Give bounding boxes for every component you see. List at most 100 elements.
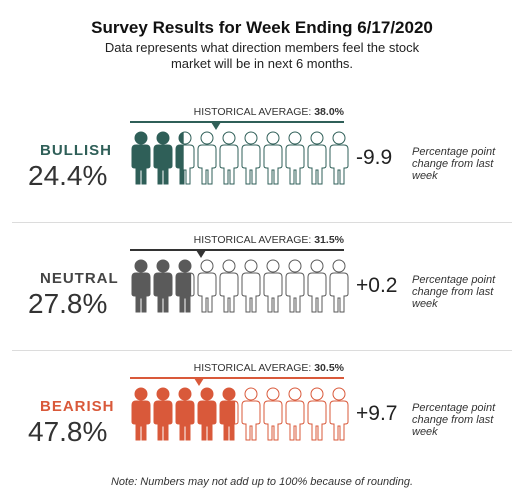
neutral-figure-head [310, 259, 324, 273]
neutral-figure-body [263, 272, 283, 313]
bullish-figure-body-fill [176, 145, 184, 184]
bullish-figure-body [263, 144, 283, 185]
bullish-label: BULLISH [40, 142, 112, 159]
bearish-figure-body-fill [132, 401, 150, 440]
bearish-figure-head [332, 387, 346, 401]
neutral-figure-body [285, 272, 305, 313]
bearish-row: HISTORICAL AVERAGE: 30.5% BEARISH 47.8% +9.… [0, 356, 524, 482]
bullish-historical-marker [210, 122, 221, 130]
neutral-figure-body-fill [176, 273, 192, 312]
bullish-figure-head-fill [157, 132, 169, 144]
neutral-row: HISTORICAL AVERAGE: 31.5% NEUTRAL 27.8% +0.… [0, 228, 524, 354]
bearish-figure-body [307, 400, 327, 441]
neutral-figure-body [307, 272, 327, 313]
bullish-figure-head [222, 131, 236, 145]
bearish-figure-body-fill [176, 401, 194, 440]
bearish-figure-body [263, 400, 283, 441]
neutral-percent: 27.8% [28, 288, 108, 319]
bullish-change-description: Percentage point change from last week [412, 146, 496, 182]
bearish-figure-body-fill [198, 401, 216, 440]
bearish-figure-head-fill [179, 388, 191, 400]
neutral-figure-head [288, 259, 302, 273]
bearish-filled-figures [132, 388, 236, 440]
neutral-historical-prefix: HISTORICAL AVERAGE: [193, 234, 315, 246]
neutral-figure-head [266, 259, 280, 273]
bullish-figure-body [307, 144, 327, 185]
neutral-pictograph [131, 259, 349, 313]
bullish-historical-label: HISTORICAL AVERAGE: 38.0% [130, 106, 344, 118]
neutral-historical-line [130, 249, 344, 251]
bearish-change-value: +9.7 [356, 402, 398, 425]
neutral-figure-body [329, 272, 349, 313]
row-divider [12, 222, 512, 223]
chart-title: Survey Results for Week Ending 6/17/2020 [91, 18, 433, 37]
bullish-row: HISTORICAL AVERAGE: 38.0% BULLISH 24.4% -9.… [0, 100, 524, 226]
bearish-figure-head [288, 387, 302, 401]
bearish-historical-value: 30.5% [314, 362, 344, 374]
neutral-figure-head [244, 259, 258, 273]
bearish-pictograph [131, 387, 349, 441]
bearish-historical-prefix: HISTORICAL AVERAGE: [193, 362, 315, 374]
bullish-historical-line [130, 121, 344, 123]
bearish-figure-head-fill [135, 388, 147, 400]
bullish-historical-value: 38.0% [314, 106, 344, 118]
bullish-historical-prefix: HISTORICAL AVERAGE: [193, 106, 315, 118]
bearish-percent: 47.8% [28, 416, 108, 447]
row-divider [12, 350, 512, 351]
bullish-figure-head [332, 131, 346, 145]
bullish-figure-head-fill [179, 132, 184, 144]
bearish-figure-body-fill [220, 401, 236, 440]
bullish-figure-head [266, 131, 280, 145]
bearish-historical-label: HISTORICAL AVERAGE: 30.5% [130, 362, 344, 374]
bullish-figure-body [241, 144, 261, 185]
neutral-figure-body-fill [154, 273, 172, 312]
bearish-figure-head [266, 387, 280, 401]
bullish-figure-head [244, 131, 258, 145]
neutral-change-value: +0.2 [356, 274, 398, 297]
bullish-percent: 24.4% [28, 160, 108, 191]
bearish-figure-head [310, 387, 324, 401]
bullish-figure-body [197, 144, 217, 185]
bullish-figure-head [310, 131, 324, 145]
neutral-label: NEUTRAL [40, 270, 119, 287]
bullish-figure-body [285, 144, 305, 185]
neutral-figure-head-fill [179, 260, 191, 272]
neutral-historical-label: HISTORICAL AVERAGE: 31.5% [130, 234, 344, 246]
bearish-figure-body [241, 400, 261, 441]
bullish-figure-head-fill [135, 132, 147, 144]
bullish-figure-body [219, 144, 239, 185]
bullish-figure-body-fill [132, 145, 150, 184]
bearish-historical-line [130, 377, 344, 379]
neutral-figure-body [241, 272, 261, 313]
neutral-filled-figures [132, 260, 192, 312]
bearish-figure-head-fill [157, 388, 169, 400]
neutral-figure-body [197, 272, 217, 313]
bearish-label: BEARISH [40, 398, 115, 415]
neutral-historical-value: 31.5% [314, 234, 344, 246]
neutral-figure-body [219, 272, 239, 313]
neutral-figure-head [222, 259, 236, 273]
neutral-figure-head [200, 259, 214, 273]
neutral-change-description: Percentage point change from last week [412, 274, 496, 310]
bullish-filled-figures [132, 132, 184, 184]
bullish-pictograph [131, 131, 349, 185]
bullish-figure-body [329, 144, 349, 185]
bearish-figure-body-fill [154, 401, 172, 440]
neutral-figure-head [332, 259, 346, 273]
neutral-figure-head-fill [157, 260, 169, 272]
bullish-figure-body-fill [154, 145, 172, 184]
bearish-figure-head-fill [223, 388, 235, 400]
neutral-figure-body-fill [132, 273, 150, 312]
bullish-change-value: -9.9 [356, 146, 393, 169]
bearish-figure-head [244, 387, 258, 401]
footnote: Note: Numbers may not add up to 100% bec… [110, 476, 414, 488]
bearish-figure-head-fill [201, 388, 213, 400]
bearish-figure-body [329, 400, 349, 441]
bearish-change-description: Percentage point change from last week [412, 402, 496, 438]
neutral-historical-marker [196, 250, 207, 258]
bullish-figure-head [288, 131, 302, 145]
neutral-figure-head-fill [135, 260, 147, 272]
bearish-figure-body [285, 400, 305, 441]
bullish-figure-head [200, 131, 214, 145]
chart-subtitle: Data represents what direction members f… [104, 40, 420, 71]
